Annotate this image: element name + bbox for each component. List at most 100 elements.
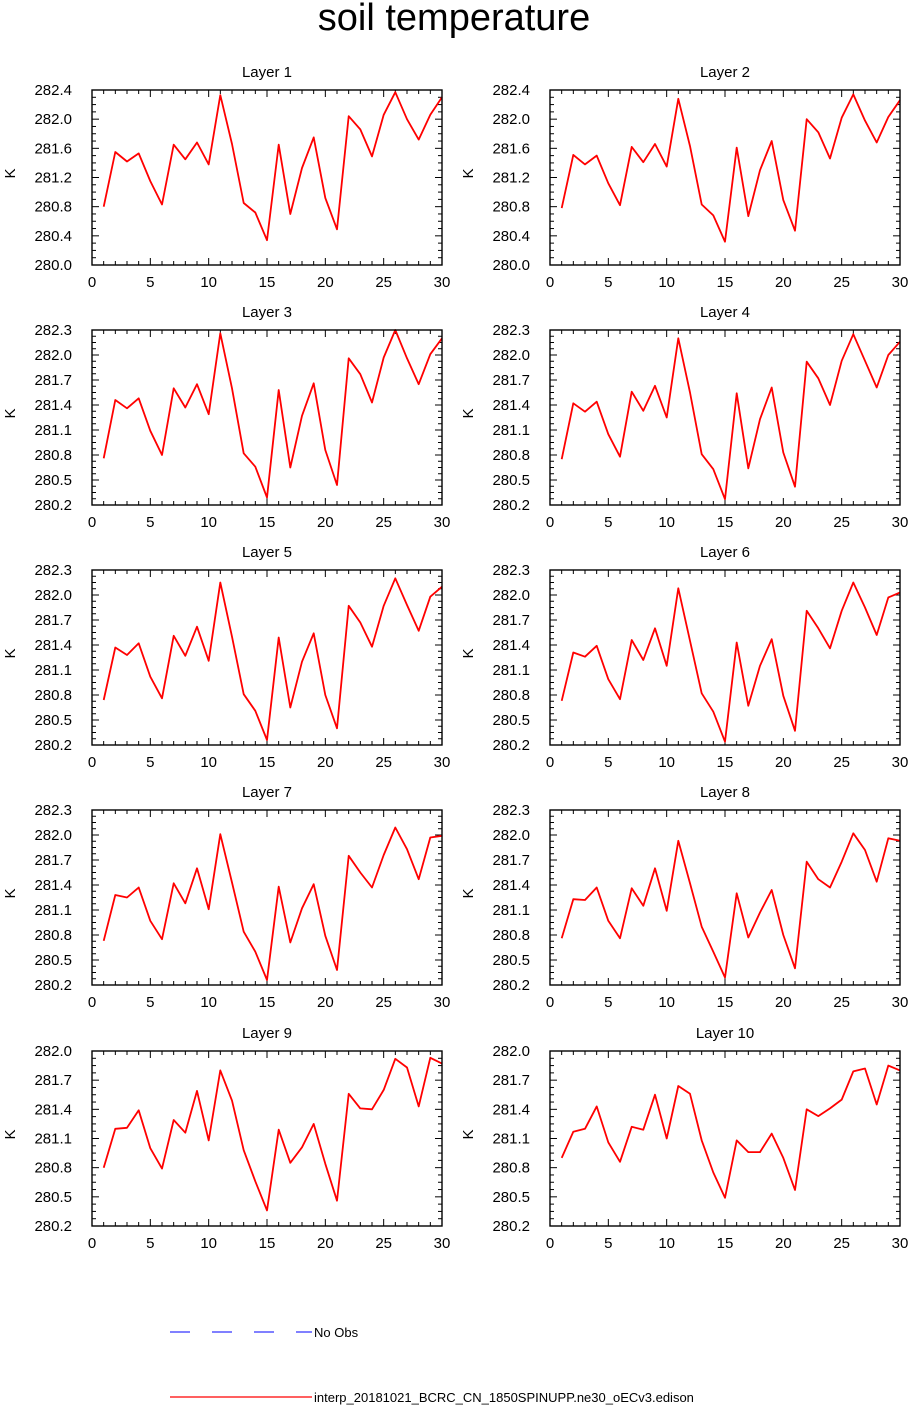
x-tick-label: 10 (200, 994, 217, 1011)
y-tick-label: 282.0 (492, 587, 530, 604)
y-tick-label: 280.8 (492, 1160, 530, 1177)
x-tick-label: 15 (717, 274, 734, 291)
y-tick-label: 280.0 (34, 257, 72, 274)
x-tick-label: 30 (892, 274, 908, 291)
y-tick-label: 282.0 (492, 827, 530, 844)
x-tick-label: 25 (375, 514, 392, 531)
y-tick-label: 281.7 (34, 852, 72, 869)
x-tick-label: 15 (259, 1235, 276, 1252)
y-axis-label: K (2, 648, 19, 658)
y-tick-label: 280.8 (34, 1160, 72, 1177)
plot-frame (91, 329, 443, 506)
x-tick-label: 10 (200, 274, 217, 291)
y-tick-label: 280.2 (492, 977, 530, 994)
x-tick-label: 30 (434, 514, 451, 531)
x-tick-label: 25 (833, 514, 850, 531)
x-tick-label: 0 (546, 274, 554, 291)
chart-panel-4: Layer 4 0 5 10 15 20 25 30 280.2 280.5 280.8 281.1 2… (460, 304, 908, 531)
x-tick-label: 5 (604, 994, 612, 1011)
x-tick-label: 25 (375, 1235, 392, 1252)
x-tick-label: 20 (317, 1235, 334, 1252)
x-tick-label: 25 (833, 754, 850, 771)
x-tick-label: 20 (775, 994, 792, 1011)
x-tick-label: 30 (892, 514, 908, 531)
y-axis-label: K (460, 408, 477, 418)
panel-title: Layer 5 (242, 544, 292, 561)
x-tick-label: 0 (88, 754, 96, 771)
y-tick-label: 282.3 (492, 322, 530, 339)
chart-panel-6: Layer 6 0 5 10 15 20 25 30 280.2 280.5 280.8 281.1 2… (460, 544, 908, 771)
y-tick-label: 281.4 (492, 1101, 530, 1118)
series-line-1 (102, 1056, 443, 1212)
y-tick-label: 281.7 (492, 852, 530, 869)
y-tick-label: 282.3 (34, 562, 72, 579)
legend-obs-label: No Obs (314, 1325, 359, 1340)
x-tick-label: 30 (892, 1235, 908, 1252)
series-line-1 (102, 577, 443, 741)
x-tick-label: 5 (604, 1235, 612, 1252)
y-tick-label: 281.1 (492, 1131, 530, 1148)
y-tick-label: 280.5 (34, 472, 72, 489)
y-axis-label: K (460, 1129, 477, 1139)
plot-frame (91, 569, 443, 746)
x-tick-label: 30 (434, 1235, 451, 1252)
plot-frame (549, 329, 901, 506)
y-tick-label: 281.1 (492, 902, 530, 919)
y-tick-label: 281.1 (492, 422, 530, 439)
panel-title: Layer 1 (242, 64, 292, 81)
x-tick-label: 20 (775, 274, 792, 291)
y-tick-label: 282.4 (34, 82, 72, 99)
chart-panel-7: Layer 7 0 5 10 15 20 25 30 280.2 280.5 280.8 281.1 2… (2, 784, 450, 1011)
y-tick-label: 281.4 (492, 877, 530, 894)
panel-title: Layer 9 (242, 1025, 292, 1042)
y-tick-label: 280.2 (492, 1218, 530, 1235)
x-tick-label: 0 (546, 994, 554, 1011)
x-tick-label: 20 (317, 994, 334, 1011)
y-tick-label: 282.0 (34, 587, 72, 604)
chart-panel-9: Layer 9 0 5 10 15 20 25 30 280.2 280.5 280.8 281.1 2… (2, 1025, 450, 1252)
chart-panel-3: Layer 3 0 5 10 15 20 25 30 280.2 280.5 280.8 281.1 2… (2, 304, 450, 531)
y-tick-label: 281.4 (34, 1101, 72, 1118)
y-tick-label: 281.4 (492, 637, 530, 654)
y-tick-label: 282.0 (492, 111, 530, 128)
x-tick-label: 5 (146, 274, 154, 291)
series-line-1 (102, 91, 443, 242)
x-tick-label: 0 (546, 754, 554, 771)
figure-title: soil temperature (318, 0, 590, 39)
series-line-1 (560, 832, 901, 979)
panel-title: Layer 6 (700, 544, 750, 561)
y-tick-label: 280.5 (492, 1189, 530, 1206)
y-tick-label: 282.0 (34, 111, 72, 128)
y-tick-label: 280.2 (492, 497, 530, 514)
y-tick-label: 281.2 (34, 170, 72, 187)
panel-title: Layer 7 (242, 784, 292, 801)
x-tick-label: 5 (604, 274, 612, 291)
y-tick-label: 281.1 (34, 422, 72, 439)
x-tick-label: 20 (317, 274, 334, 291)
series-line-1 (560, 581, 901, 743)
legend-model-label: interp_20181021_BCRC_CN_1850SPINUPP.ne30… (314, 1390, 694, 1405)
x-tick-label: 0 (88, 274, 96, 291)
y-axis-label: K (460, 168, 477, 178)
x-tick-label: 10 (658, 514, 675, 531)
y-tick-label: 282.3 (492, 562, 530, 579)
x-tick-label: 5 (146, 994, 154, 1011)
x-tick-label: 10 (200, 754, 217, 771)
y-tick-label: 281.7 (492, 612, 530, 629)
y-tick-label: 281.7 (34, 1072, 72, 1089)
x-tick-label: 10 (658, 274, 675, 291)
x-tick-label: 10 (658, 1235, 675, 1252)
x-tick-label: 10 (200, 514, 217, 531)
y-tick-label: 282.0 (492, 347, 530, 364)
y-tick-label: 281.6 (492, 140, 530, 157)
x-tick-label: 20 (317, 514, 334, 531)
plot-frame (91, 89, 443, 266)
series-line-1 (102, 329, 443, 499)
panel-title: Layer 2 (700, 64, 750, 81)
y-tick-label: 280.0 (492, 257, 530, 274)
y-tick-label: 282.0 (492, 1043, 530, 1060)
x-tick-label: 15 (717, 994, 734, 1011)
x-tick-label: 0 (88, 994, 96, 1011)
x-tick-label: 15 (717, 514, 734, 531)
y-tick-label: 280.2 (34, 1218, 72, 1235)
